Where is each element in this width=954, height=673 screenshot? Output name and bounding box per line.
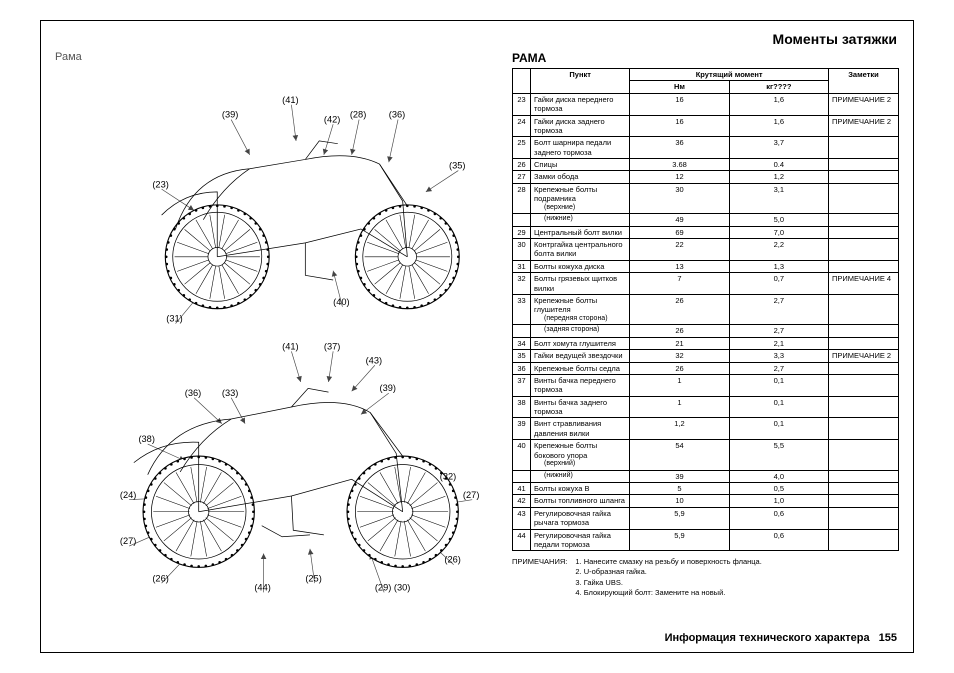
- callout-label: (25): [305, 573, 321, 583]
- motorcycle-diagrams-svg: (39) (41) (42) (28) (36) (35) (23) (31) (40) (41)…: [55, 67, 500, 632]
- callout-label: (29) (30): [375, 583, 411, 593]
- table-heading: РАМА: [512, 51, 899, 65]
- page-title: Моменты затяжки: [41, 21, 913, 51]
- notes-list: 1. Нанесите смазку на резьбу и поверхнос…: [575, 557, 761, 598]
- table-row: 23Гайки диска переднего тормоза161,6ПРИМ…: [513, 93, 899, 115]
- note-line: 3. Гайка UBS.: [575, 578, 761, 588]
- table-row: 35Гайки ведущей звездочки323,3ПРИМЕЧАНИЕ…: [513, 350, 899, 362]
- table-row: 43Регулировочная гайка рычага тормоза5,9…: [513, 507, 899, 529]
- note-line: 4. Блокирующий болт: Замените на новый.: [575, 588, 761, 598]
- callout-label: (32): [440, 471, 456, 481]
- manual-page: Моменты затяжки Рама: [40, 20, 914, 653]
- table-panel: РАМА Пункт Крутящий момент Заметки Нм кг…: [512, 51, 899, 616]
- table-row: 24Гайки диска заднего тормоза161,6ПРИМЕЧ…: [513, 115, 899, 137]
- diagram-panel: Рама: [55, 51, 500, 616]
- callout-label: (26): [444, 555, 460, 565]
- callout-label: (40): [333, 297, 349, 307]
- callout-label: (36): [185, 388, 201, 398]
- callout-label: (44): [254, 583, 270, 593]
- callout-label: (26): [152, 573, 168, 583]
- table-row: 25Болт шарнира педали заднего тормоза363…: [513, 137, 899, 159]
- table-notes: ПРИМЕЧАНИЯ: 1. Нанесите смазку на резьбу…: [512, 557, 899, 598]
- callout-label: (23): [152, 179, 168, 189]
- table-row: 41Болты кожуха В50,5: [513, 483, 899, 495]
- th-num: [513, 69, 531, 94]
- table-row: 39Винт стравливания давления вилки1,20,1: [513, 418, 899, 440]
- callout-label: (27): [120, 536, 136, 546]
- table-row: 28Крепежные болты подрамника(верхние)303…: [513, 183, 899, 214]
- table-row: 38Винты бачка заднего тормоза10,1: [513, 396, 899, 418]
- table-row: 34Болт хомута глушителя212,1: [513, 337, 899, 349]
- callout-label: (35): [449, 161, 465, 171]
- callout-label: (42): [324, 114, 340, 124]
- footer-text: Информация технического характера: [665, 632, 870, 644]
- page-number: 155: [879, 632, 897, 644]
- callout-label: (24): [120, 490, 136, 500]
- table-row: 37Винты бачка переднего тормоза10,1: [513, 374, 899, 396]
- callout-label: (27): [463, 490, 479, 500]
- callout-label: (39): [222, 110, 238, 120]
- table-row: 26Спицы3.680.4: [513, 159, 899, 171]
- table-row: (задняя сторона)262,7: [513, 325, 899, 337]
- table-row: (нижние)495,0: [513, 214, 899, 226]
- diagram-heading: Рама: [55, 51, 500, 63]
- note-line: 1. Нанесите смазку на резьбу и поверхнос…: [575, 557, 761, 567]
- table-row: 40Крепежные болты бокового упора(верхний…: [513, 440, 899, 471]
- th-nm: Нм: [630, 81, 729, 93]
- note-line: 2. U-образная гайка.: [575, 567, 761, 577]
- table-row: 36Крепежные болты седла262,7: [513, 362, 899, 374]
- table-row: 27Замки обода121,2: [513, 171, 899, 183]
- table-row: 30Контргайка центрального болта вилки222…: [513, 239, 899, 261]
- table-row: (нижний)394,0: [513, 470, 899, 482]
- table-row: 42Болты топливного шланга101,0: [513, 495, 899, 507]
- callout-label: (41): [282, 95, 298, 105]
- callout-label: (37): [324, 342, 340, 352]
- callout-label: (38): [138, 434, 154, 444]
- notes-label: ПРИМЕЧАНИЯ:: [512, 557, 567, 598]
- callout-label: (28): [350, 110, 366, 120]
- table-row: 44Регулировочная гайка педали тормоза5,9…: [513, 529, 899, 551]
- callout-label: (36): [389, 110, 405, 120]
- table-row: 31Болты кожуха диска131,3: [513, 260, 899, 272]
- callout-label: (31): [166, 314, 182, 324]
- callout-label: (41): [282, 342, 298, 352]
- table-row: 32Болты грязевых щитков вилки70,7ПРИМЕЧА…: [513, 273, 899, 295]
- th-kg: кг????: [729, 81, 828, 93]
- callout-label: (43): [366, 355, 382, 365]
- callout-label: (33): [222, 388, 238, 398]
- diagrams-area: (39) (41) (42) (28) (36) (35) (23) (31) (40) (41)…: [55, 67, 500, 632]
- th-item: Пункт: [531, 69, 630, 94]
- table-row: 33Крепежные болты глушителя(передняя сто…: [513, 294, 899, 325]
- torque-table: Пункт Крутящий момент Заметки Нм кг???? …: [512, 68, 899, 551]
- table-row: 29Центральный болт вилки697,0: [513, 226, 899, 238]
- page-content: Рама: [41, 51, 913, 626]
- th-torque: Крутящий момент: [630, 69, 829, 81]
- callout-label: (39): [379, 383, 395, 393]
- th-notes: Заметки: [829, 69, 899, 94]
